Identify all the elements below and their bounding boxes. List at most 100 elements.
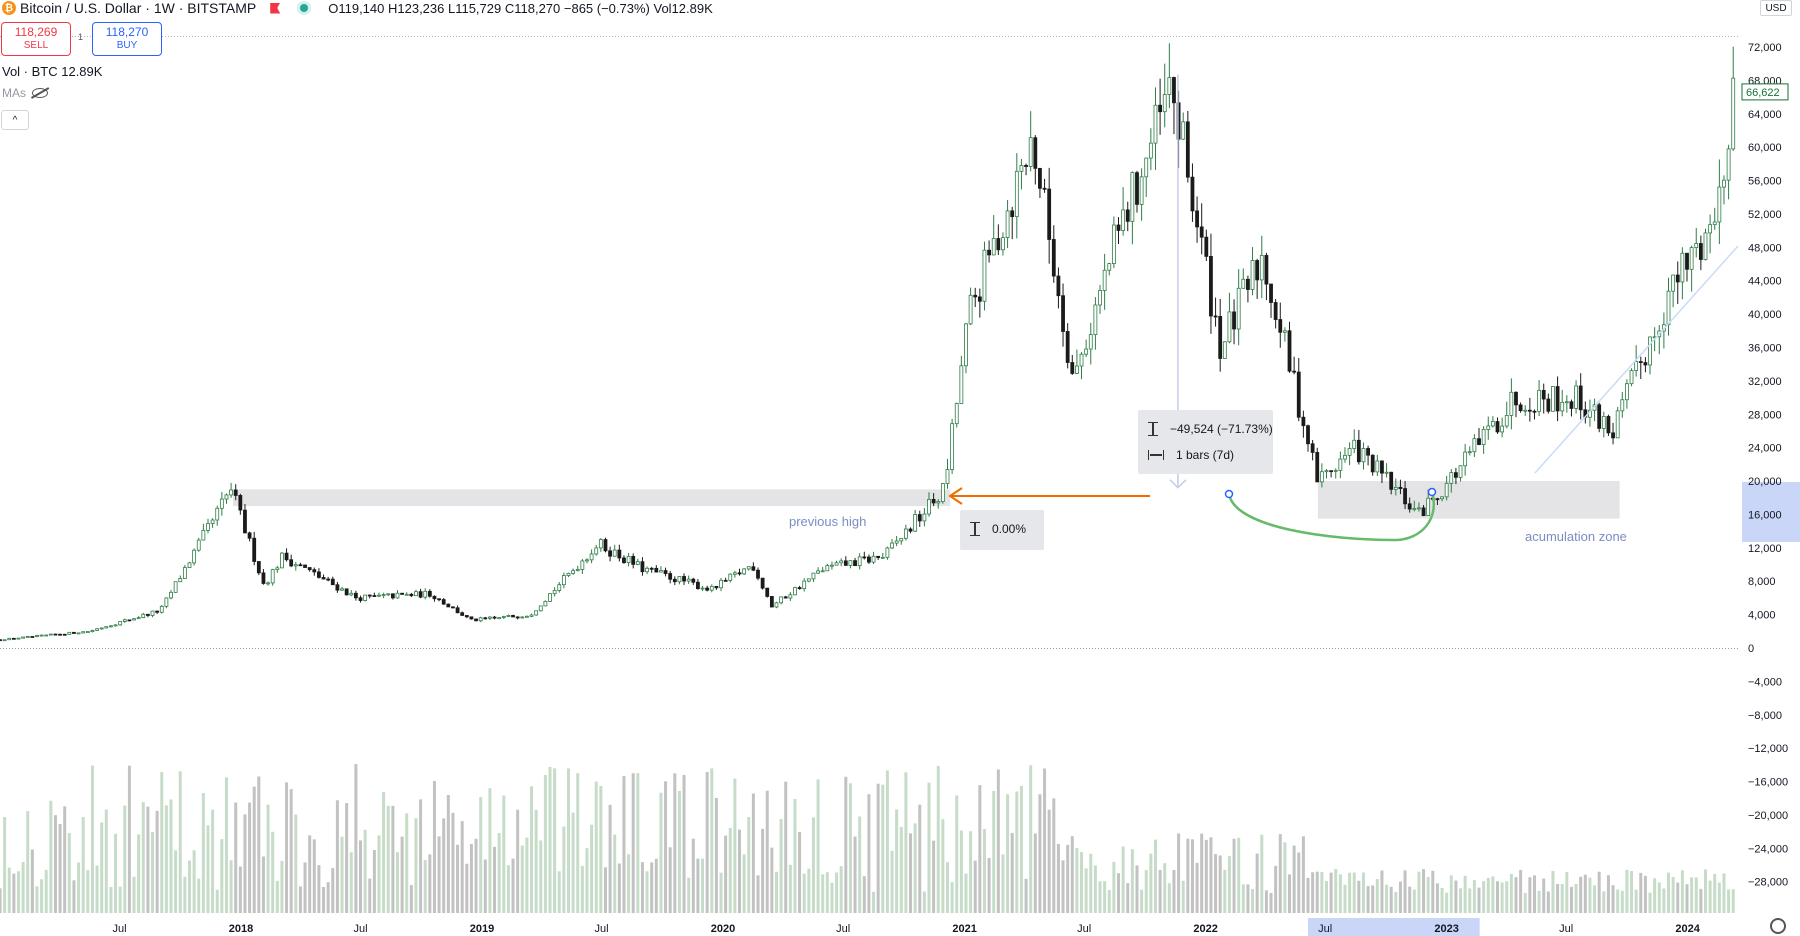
currency-selector[interactable]: USD	[1760, 0, 1792, 16]
chart-header: ₿ Bitcoin / U.S. Dollar · 1W · BITSTAMP …	[0, 0, 713, 16]
candle-body	[1195, 210, 1199, 228]
time-axis[interactable]: Jul 2018 Jul 2019 Jul 2020 Jul 2021 Jul 2022 Jul 20…	[112, 923, 1700, 935]
volume-bar	[146, 806, 150, 913]
volume-bar	[493, 846, 497, 913]
volume-bar	[206, 825, 210, 913]
collapse-legend-button[interactable]: ^	[1, 110, 29, 130]
volume-bar	[664, 781, 668, 913]
flag-icon[interactable]	[270, 2, 281, 14]
volume-bar	[516, 809, 520, 913]
candle-body	[1125, 209, 1130, 222]
drawings-layer	[948, 74, 1739, 542]
candle-body	[478, 617, 483, 622]
measure-small-change: 0.00%	[992, 522, 1027, 536]
candle-body	[1634, 361, 1639, 371]
volume-legend[interactable]: Vol · BTC 12.89K	[2, 64, 103, 79]
price-tick: −16,000	[1748, 777, 1788, 789]
curve-anchor	[1224, 489, 1234, 499]
volume-bar	[1505, 881, 1509, 913]
volume-bar	[1241, 884, 1245, 913]
candle-body	[552, 590, 557, 595]
previous-high-label[interactable]: previous high	[789, 514, 867, 529]
candle-body	[1065, 331, 1070, 363]
volume-bar	[1528, 877, 1532, 913]
candle-body	[1199, 226, 1204, 238]
symbol-title[interactable]: Bitcoin / U.S. Dollar · 1W · BITSTAMP	[20, 0, 257, 16]
volume-bar	[830, 882, 834, 913]
sell-button[interactable]: 118,269 SELL	[1, 22, 71, 56]
time-tick: Jul	[112, 923, 126, 935]
volume-bar	[1440, 887, 1444, 913]
accumulation-zone-label[interactable]: acumulation zone	[1525, 529, 1627, 544]
candle-body	[474, 618, 478, 622]
candle-body	[1153, 104, 1158, 144]
volume-bar	[1334, 869, 1338, 913]
volume-bar	[77, 862, 81, 913]
gear-icon[interactable]	[1770, 918, 1786, 934]
volume-bar	[1731, 889, 1735, 913]
volume-bar	[1038, 794, 1042, 913]
volume-bar	[1551, 870, 1555, 913]
eye-hidden-icon[interactable]	[32, 88, 48, 98]
volume-bar	[155, 810, 159, 913]
volume-bar	[673, 773, 677, 913]
candle-body	[1514, 391, 1518, 406]
candle-body	[1398, 486, 1403, 489]
candle-body	[2, 639, 7, 642]
candle-body	[127, 619, 132, 622]
chevron-up-icon: ^	[12, 114, 18, 126]
candle-body	[1038, 167, 1042, 189]
volume-bar	[645, 871, 649, 913]
candle-body	[677, 576, 682, 583]
mas-legend[interactable]: MAs	[2, 86, 48, 100]
candle-body	[1273, 302, 1278, 320]
candle-body	[737, 572, 742, 575]
volume-bar	[109, 886, 113, 913]
candle-body	[705, 587, 710, 591]
price-tick: −20,000	[1748, 810, 1788, 822]
candle-body	[964, 323, 968, 367]
volume-bar	[275, 880, 279, 913]
candle-body	[806, 578, 811, 582]
volume-bar	[530, 786, 534, 913]
volume-bar	[1001, 854, 1005, 913]
candle-body	[566, 572, 571, 576]
volume-bar	[1727, 889, 1731, 913]
volume-bar	[969, 831, 973, 913]
volume-bar	[395, 852, 399, 913]
measure-tooltip[interactable]: −49,524 (−71.73%) 1 bars (7d)	[1138, 410, 1273, 474]
candle-body	[1033, 137, 1038, 169]
volume-bar	[936, 765, 940, 913]
measure-tooltip-small[interactable]: 0.00%	[960, 510, 1044, 550]
candle-body	[178, 578, 183, 583]
candle-body	[261, 572, 266, 584]
candle-body	[99, 627, 104, 630]
candle-body	[381, 594, 386, 596]
candle-body	[1606, 416, 1611, 434]
price-tick: −12,000	[1748, 743, 1788, 755]
volume-bar	[1158, 869, 1162, 913]
candle-body	[1269, 283, 1273, 303]
candle-body	[742, 568, 747, 575]
volume-bar	[497, 833, 501, 913]
candle-body	[1028, 137, 1033, 167]
volume-bar	[742, 854, 746, 913]
volume-bar	[174, 850, 178, 913]
candle-body	[732, 572, 737, 575]
buy-button[interactable]: 118,270 BUY	[92, 22, 162, 56]
volume-bar	[557, 871, 561, 913]
candle-body	[793, 587, 797, 596]
volume-bar	[7, 867, 11, 913]
volume-bar	[608, 804, 612, 913]
candle-body	[330, 578, 335, 586]
volume-bar	[922, 891, 926, 913]
volume-bar	[927, 782, 931, 913]
candle-body	[492, 616, 497, 619]
volume-bar	[839, 866, 843, 913]
price-axis[interactable]: 72,00068,00064,00060,00056,00052,00048,0…	[1741, 42, 1789, 889]
volume-bar	[613, 834, 617, 913]
volume-bar	[1288, 874, 1292, 913]
candle-body	[72, 631, 76, 634]
candle-body	[155, 610, 160, 613]
